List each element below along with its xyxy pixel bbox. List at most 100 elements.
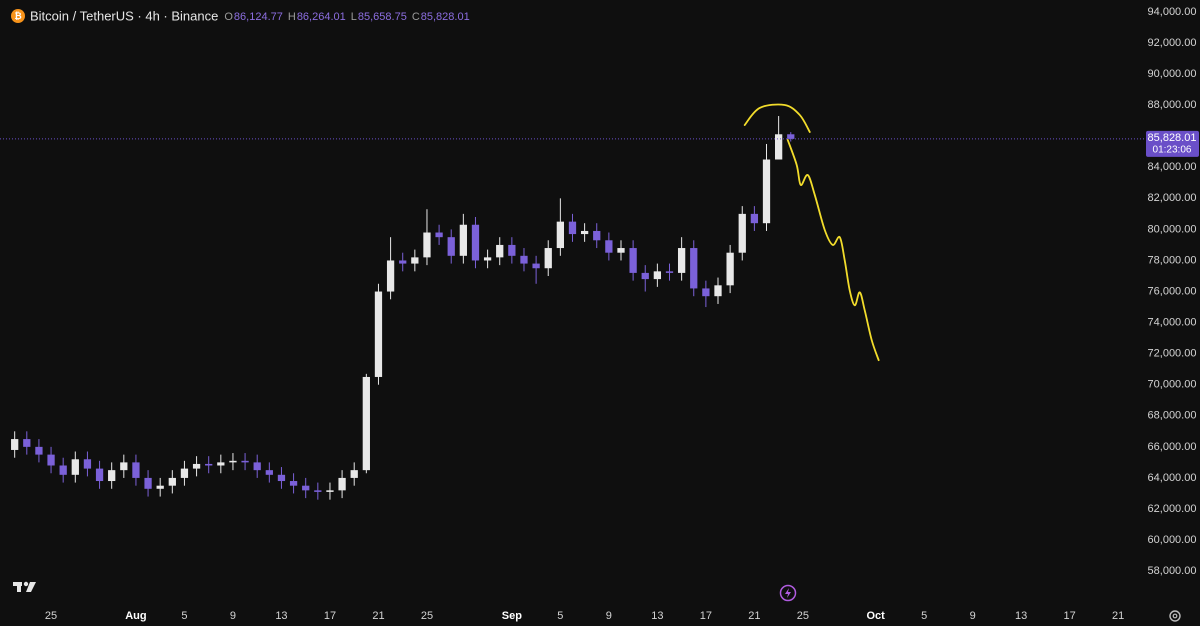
- projection-line: [743, 103, 811, 133]
- candle-body: [483, 257, 492, 261]
- x-tick-label: Oct: [866, 610, 885, 622]
- candle-body: [750, 213, 759, 224]
- candle-body: [277, 474, 286, 482]
- candle-body: [132, 462, 140, 478]
- x-tick-label: 25: [797, 610, 809, 622]
- candle-body: [532, 263, 540, 269]
- candle-body: [508, 244, 516, 256]
- y-tick-label: 66,000.00: [1148, 441, 1197, 453]
- countdown-label: 01:23:06: [1153, 145, 1192, 156]
- x-tick-label: 9: [606, 610, 612, 622]
- x-tick-label: 25: [421, 610, 433, 622]
- candle-body: [47, 454, 55, 466]
- symbol-title: Bitcoin / TetherUS · 4h · Binance: [30, 8, 218, 23]
- candle-body: [617, 248, 625, 253]
- candle-body: [520, 255, 528, 264]
- x-tick-label: 21: [1112, 610, 1124, 622]
- y-tick-label: 88,000.00: [1148, 99, 1197, 111]
- x-tick-label: 17: [1064, 610, 1076, 622]
- candle-body: [762, 159, 771, 224]
- candle-body: [435, 232, 443, 238]
- tradingview-logo: [13, 581, 36, 592]
- candle-body: [289, 481, 298, 486]
- y-tick-label: 72,000.00: [1148, 348, 1197, 360]
- candle-body: [120, 462, 128, 471]
- x-tick-label: Sep: [502, 610, 522, 622]
- y-tick-label: 60,000.00: [1148, 534, 1197, 546]
- candle-body: [690, 248, 698, 289]
- candle-body: [23, 439, 31, 447]
- candle-body: [83, 459, 92, 469]
- logo-part: [26, 582, 36, 592]
- candle-body: [423, 232, 431, 258]
- x-tick-label: 21: [748, 610, 760, 622]
- candle-body: [399, 260, 407, 264]
- candle-body: [653, 271, 662, 280]
- candle-body: [738, 213, 746, 253]
- candle-body: [580, 230, 589, 235]
- settings-icon[interactable]: [1169, 610, 1181, 622]
- candle-body: [144, 477, 152, 489]
- candle-body: [544, 248, 552, 269]
- x-tick-label: 9: [970, 610, 976, 622]
- candle-body: [156, 485, 164, 489]
- y-tick-label: 78,000.00: [1148, 254, 1197, 266]
- candle-body: [314, 490, 322, 492]
- candle-body: [629, 248, 637, 273]
- candle-body: [326, 490, 334, 492]
- candle-body: [556, 221, 564, 249]
- candle-body: [702, 288, 710, 297]
- ohlc-key: C: [412, 11, 420, 23]
- bitcoin-glyph: ₿: [14, 11, 21, 21]
- candle-body: [253, 462, 261, 471]
- ohlc-value: 86,264.01: [297, 11, 346, 23]
- x-tick-label: 17: [700, 610, 712, 622]
- candle-body: [593, 230, 601, 241]
- candle-body: [386, 260, 395, 292]
- x-tick-label: 21: [372, 610, 384, 622]
- candle-body: [35, 446, 43, 455]
- candle-body: [496, 244, 504, 258]
- logo-part: [17, 582, 21, 592]
- ohlc-key: H: [288, 11, 296, 23]
- candle-body: [605, 240, 613, 253]
- settings-hub: [1172, 613, 1178, 619]
- ohlc-value: 85,828.01: [421, 11, 470, 23]
- symbol-header: ₿ Bitcoin / TetherUS · 4h · Binance O 86,…: [11, 8, 470, 23]
- plot-area: [0, 103, 1144, 500]
- y-tick-label: 84,000.00: [1148, 161, 1197, 173]
- candle-body: [411, 257, 419, 264]
- last-price-label: 85,828.01: [1148, 132, 1197, 144]
- projection-line: [786, 139, 880, 362]
- ohlc-key: O: [224, 11, 233, 23]
- events-icon[interactable]: [779, 584, 797, 602]
- candle-body: [11, 439, 19, 450]
- x-tick-label: 5: [181, 610, 187, 622]
- x-tick-label: 13: [651, 610, 663, 622]
- x-tick-label: 13: [275, 610, 287, 622]
- candle-body: [714, 285, 722, 297]
- candle-body: [568, 221, 577, 235]
- bitcoin-icon: [11, 9, 25, 23]
- ohlc-key: L: [351, 11, 357, 23]
- candle-body: [362, 376, 370, 471]
- candle-body: [677, 248, 686, 273]
- candle-body: [180, 468, 189, 478]
- y-tick-label: 90,000.00: [1148, 68, 1197, 80]
- candle-body: [108, 470, 116, 482]
- x-tick-label: 5: [557, 610, 563, 622]
- candle-body: [241, 460, 249, 463]
- y-tick-label: 62,000.00: [1148, 503, 1197, 515]
- candle-body: [192, 463, 201, 469]
- y-tick-label: 94,000.00: [1148, 6, 1197, 18]
- settings-ring: [1169, 610, 1181, 622]
- x-tick-label: 9: [230, 610, 236, 622]
- y-tick-label: 68,000.00: [1148, 410, 1197, 422]
- candle-body: [774, 134, 783, 160]
- candle-body: [374, 291, 383, 377]
- candle-body: [338, 477, 346, 491]
- candle-body: [205, 463, 213, 466]
- x-tick-label: 25: [45, 610, 57, 622]
